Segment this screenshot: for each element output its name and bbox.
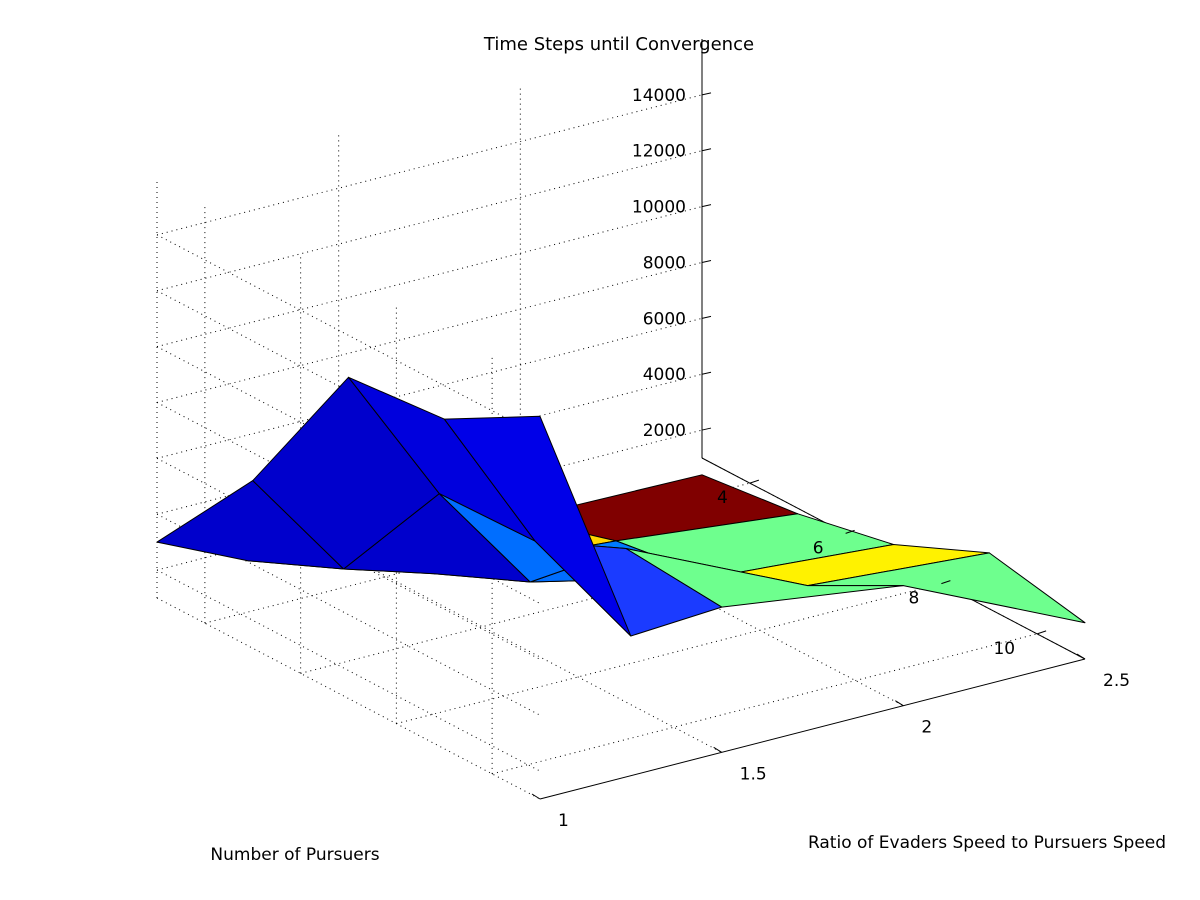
y-axis-label: Ratio of Evaders Speed to Pursuers Speed <box>808 833 1166 853</box>
z-tick-label: 12000 <box>632 142 686 162</box>
z-tick-mark <box>701 259 712 263</box>
y-tick-mark <box>1076 653 1086 660</box>
z-tick-mark <box>701 92 712 96</box>
y-tick-label: 1 <box>558 811 569 831</box>
z-tick-label: 2000 <box>643 421 686 441</box>
z-tick-label: 14000 <box>632 86 686 106</box>
y-tick-mark <box>713 746 722 753</box>
y-tick-label: 1.5 <box>740 764 767 784</box>
side-wall-grid-horizontal <box>156 234 541 437</box>
y-tick-label: 2.5 <box>1103 671 1130 691</box>
x-tick-mark <box>941 580 951 585</box>
z-tick-mark <box>701 148 712 152</box>
y-axis-line <box>539 658 1086 800</box>
floor-grid-y <box>338 550 722 753</box>
surface-face <box>443 415 632 637</box>
z-tick-mark <box>701 204 712 208</box>
z-tick-label: 10000 <box>632 198 686 218</box>
z-tick-mark <box>701 371 712 375</box>
floor-grid-y <box>156 597 541 800</box>
x-tick-mark <box>845 529 855 534</box>
floor-grid-y <box>520 504 904 707</box>
y-tick-mark <box>531 793 541 800</box>
y-tick-label: 2 <box>921 718 932 738</box>
x-axis-label: Number of Pursuers <box>210 845 379 865</box>
x-tick-label: 6 <box>813 538 824 558</box>
z-tick-label: 4000 <box>643 365 686 385</box>
side-wall-grid-horizontal <box>156 513 541 716</box>
x-tick-label: 10 <box>993 639 1015 659</box>
x-tick-mark <box>749 479 760 484</box>
z-tick-mark <box>701 427 712 431</box>
tick-labels: 2000 4000 6000 8000 10000 12000 14000 4 6 8 10 1 1.5… <box>531 86 1130 831</box>
x-tick-label: 4 <box>717 488 728 508</box>
x-tick-mark <box>1036 630 1047 635</box>
side-wall-grid-horizontal <box>156 569 541 772</box>
z-tick-mark <box>701 315 712 319</box>
x-tick-label: 8 <box>909 589 920 609</box>
surface-plot <box>156 376 1086 637</box>
side-wall-grid-horizontal <box>156 457 541 660</box>
z-tick-label: 6000 <box>643 309 686 329</box>
z-tick-label: 8000 <box>643 253 686 273</box>
chart-title: Time Steps until Convergence <box>483 34 754 55</box>
y-tick-mark <box>895 700 904 707</box>
